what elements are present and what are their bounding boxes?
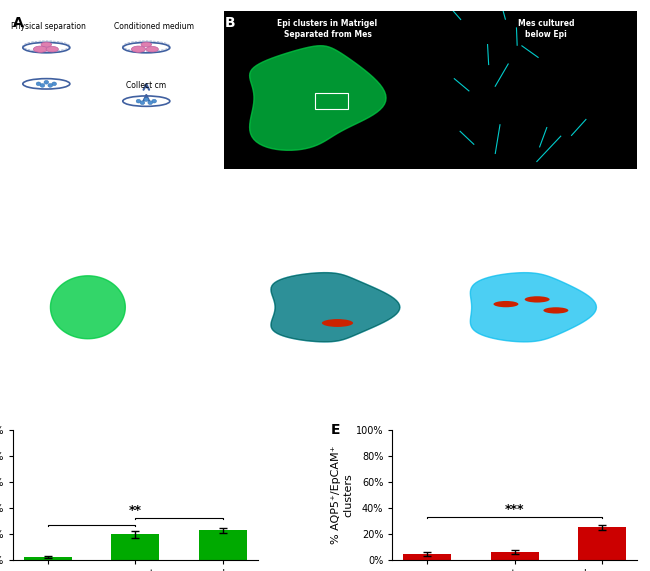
Circle shape	[36, 82, 41, 86]
Bar	[404, 554, 451, 560]
Circle shape	[148, 101, 153, 104]
Y-axis label: % AQP5⁺/EpCAM⁺
clusters: % AQP5⁺/EpCAM⁺ clusters	[332, 445, 353, 544]
Text: DAPI EpCAM AQP5 Vimentin: DAPI EpCAM AQP5 Vimentin	[211, 52, 216, 128]
Text: Epi clusters
with cm: Epi clusters with cm	[62, 228, 113, 248]
Text: Physical separation: Physical separation	[11, 22, 86, 31]
Text: Conditioned medium: Conditioned medium	[114, 22, 194, 31]
Circle shape	[48, 83, 53, 87]
FancyBboxPatch shape	[224, 11, 637, 169]
Text: Mes cultured
below Epi: Mes cultured below Epi	[518, 19, 575, 39]
Circle shape	[543, 307, 568, 313]
Circle shape	[152, 99, 157, 103]
Polygon shape	[51, 276, 125, 339]
Text: **: **	[129, 504, 142, 517]
Text: Epi clusters with cm
in laminin-111: Epi clusters with cm in laminin-111	[460, 228, 547, 248]
Bar	[491, 552, 539, 560]
Circle shape	[136, 99, 141, 103]
Circle shape	[144, 98, 149, 102]
Bar	[315, 93, 348, 109]
Bar	[578, 527, 626, 560]
Circle shape	[493, 301, 519, 307]
Bar	[24, 557, 72, 560]
Text: C: C	[13, 226, 23, 239]
Circle shape	[140, 101, 145, 104]
Text: Epi clusters in Matrigel
Separated from Mes: Epi clusters in Matrigel Separated from …	[278, 19, 378, 39]
Ellipse shape	[146, 46, 159, 52]
Ellipse shape	[46, 46, 58, 52]
Polygon shape	[250, 46, 386, 150]
Ellipse shape	[41, 42, 51, 47]
Text: Epi clusters with cm
in Matrigel: Epi clusters with cm in Matrigel	[252, 228, 339, 248]
Text: ***: ***	[505, 502, 525, 516]
Polygon shape	[471, 272, 597, 342]
Bar	[111, 534, 159, 560]
Ellipse shape	[33, 46, 47, 53]
Circle shape	[40, 83, 45, 87]
Circle shape	[525, 296, 550, 303]
Text: A: A	[13, 16, 24, 30]
Ellipse shape	[141, 42, 151, 47]
Text: B: B	[224, 16, 235, 30]
Bar	[199, 530, 246, 560]
Polygon shape	[271, 272, 400, 342]
Ellipse shape	[131, 46, 146, 53]
Polygon shape	[271, 272, 400, 342]
Circle shape	[52, 82, 57, 86]
Text: E: E	[331, 424, 341, 437]
Text: Collect cm: Collect cm	[126, 81, 166, 90]
Circle shape	[322, 319, 353, 327]
Polygon shape	[250, 46, 386, 150]
Text: DAPI EpCAM AQP5: DAPI EpCAM AQP5	[5, 275, 10, 324]
Circle shape	[44, 81, 49, 84]
